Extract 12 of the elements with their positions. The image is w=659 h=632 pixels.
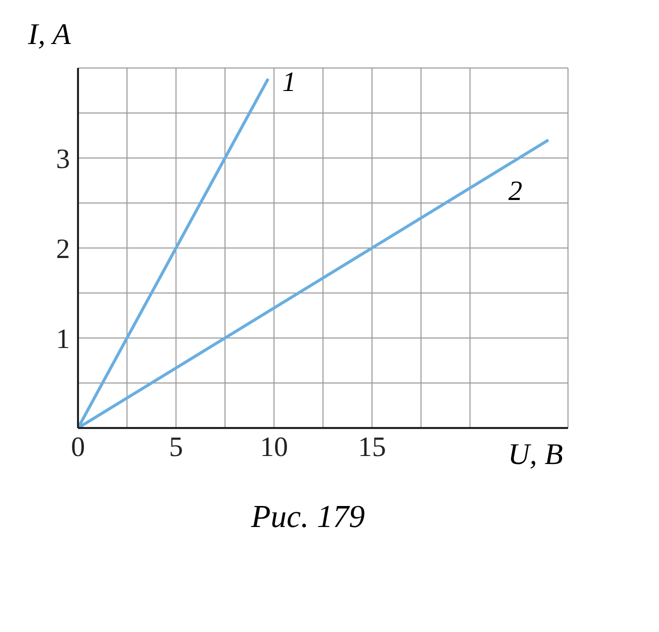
x-tick-label: 15 [358,432,386,463]
x-axis-title: U, В [508,438,563,472]
x-tick-label: 5 [169,432,183,463]
y-tick-label: 2 [56,234,70,265]
series-label: 1 [282,66,296,98]
x-tick-label: 10 [260,432,288,463]
text: Рис. 179 [250,498,366,535]
y-tick-label: 3 [56,144,70,175]
x-tick-label: 0 [71,432,85,463]
y-tick-label: 1 [56,324,70,355]
y-axis-title: I, A [28,18,71,52]
series-label: 2 [508,176,522,207]
